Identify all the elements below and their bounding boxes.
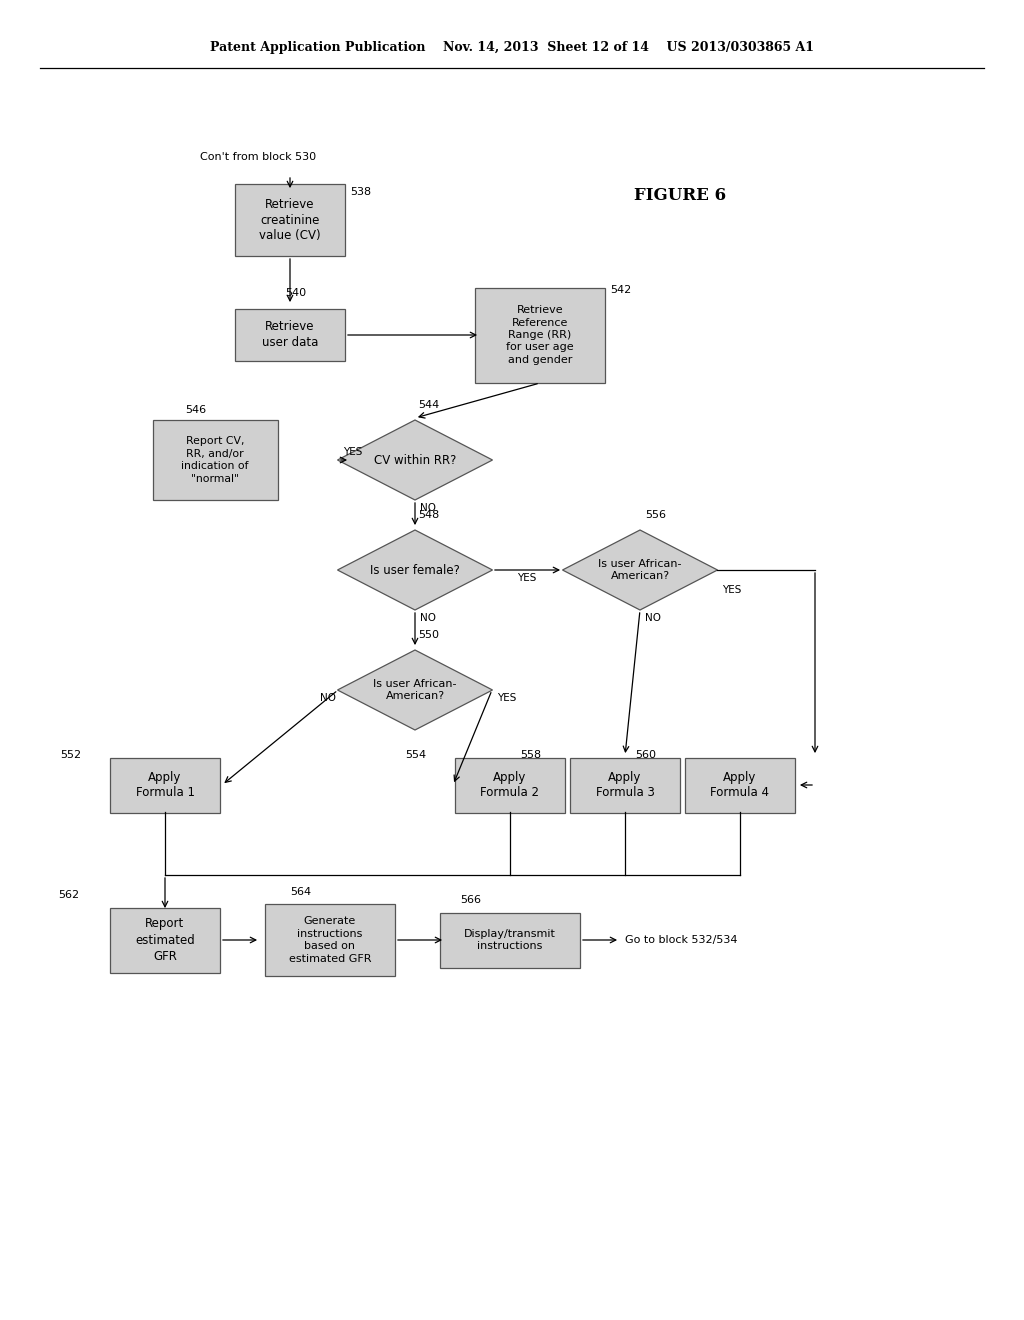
Text: Go to block 532/534: Go to block 532/534 [625,935,737,945]
FancyBboxPatch shape [110,908,220,973]
Text: 560: 560 [635,750,656,760]
FancyBboxPatch shape [570,758,680,813]
Text: 562: 562 [58,890,79,900]
Text: 538: 538 [350,187,371,197]
Text: YES: YES [517,573,537,583]
FancyBboxPatch shape [234,309,345,360]
Text: NO: NO [420,612,436,623]
Text: Retrieve
user data: Retrieve user data [262,321,318,350]
Text: 554: 554 [406,750,426,760]
Text: 552: 552 [60,750,81,760]
Text: Apply
Formula 3: Apply Formula 3 [596,771,654,800]
Text: Is user female?: Is user female? [370,564,460,577]
Text: CV within RR?: CV within RR? [374,454,456,466]
Text: 556: 556 [645,510,666,520]
Text: YES: YES [343,447,362,457]
Polygon shape [338,531,493,610]
Text: 544: 544 [418,400,439,411]
Text: 540: 540 [285,288,306,298]
Text: 550: 550 [418,630,439,640]
Text: Retrieve
creatinine
value (CV): Retrieve creatinine value (CV) [259,198,321,243]
Text: 548: 548 [418,510,439,520]
Text: Apply
Formula 4: Apply Formula 4 [711,771,769,800]
Text: 564: 564 [290,887,311,898]
Text: Retrieve
Reference
Range (RR)
for user age
and gender: Retrieve Reference Range (RR) for user a… [506,305,573,364]
Text: NO: NO [319,693,336,704]
Text: 542: 542 [610,285,631,294]
Text: Is user African-
American?: Is user African- American? [598,558,682,581]
FancyBboxPatch shape [440,912,580,968]
Text: FIGURE 6: FIGURE 6 [634,186,726,203]
Text: YES: YES [497,693,516,704]
Polygon shape [562,531,718,610]
Text: Apply
Formula 2: Apply Formula 2 [480,771,540,800]
Text: YES: YES [722,585,741,595]
Text: 558: 558 [520,750,541,760]
Text: Apply
Formula 1: Apply Formula 1 [135,771,195,800]
FancyBboxPatch shape [685,758,795,813]
Text: Is user African-
American?: Is user African- American? [374,678,457,701]
Polygon shape [338,649,493,730]
Text: NO: NO [420,503,436,513]
FancyBboxPatch shape [265,904,395,975]
FancyBboxPatch shape [455,758,565,813]
Text: Con't from block 530: Con't from block 530 [200,152,316,162]
Text: 566: 566 [460,895,481,906]
Text: Patent Application Publication    Nov. 14, 2013  Sheet 12 of 14    US 2013/03038: Patent Application Publication Nov. 14, … [210,41,814,54]
FancyBboxPatch shape [110,758,220,813]
FancyBboxPatch shape [153,420,278,500]
Text: Report CV,
RR, and/or
indication of
"normal": Report CV, RR, and/or indication of "nor… [181,437,249,483]
Text: NO: NO [645,612,662,623]
FancyBboxPatch shape [475,288,605,383]
FancyBboxPatch shape [234,183,345,256]
Polygon shape [338,420,493,500]
Text: Display/transmit
instructions: Display/transmit instructions [464,929,556,952]
Text: Generate
instructions
based on
estimated GFR: Generate instructions based on estimated… [289,916,372,964]
Text: 546: 546 [185,405,206,414]
Text: Report
estimated
GFR: Report estimated GFR [135,917,195,962]
